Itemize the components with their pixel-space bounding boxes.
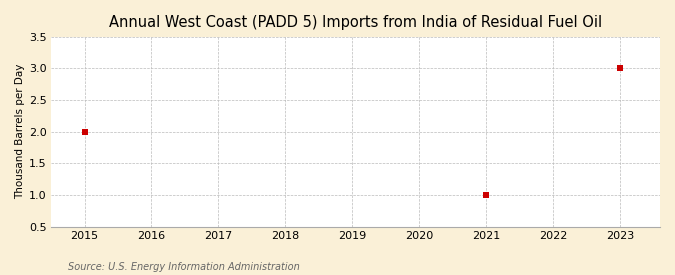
Y-axis label: Thousand Barrels per Day: Thousand Barrels per Day (15, 64, 25, 199)
Text: Source: U.S. Energy Information Administration: Source: U.S. Energy Information Administ… (68, 262, 299, 271)
Title: Annual West Coast (PADD 5) Imports from India of Residual Fuel Oil: Annual West Coast (PADD 5) Imports from … (109, 15, 602, 30)
